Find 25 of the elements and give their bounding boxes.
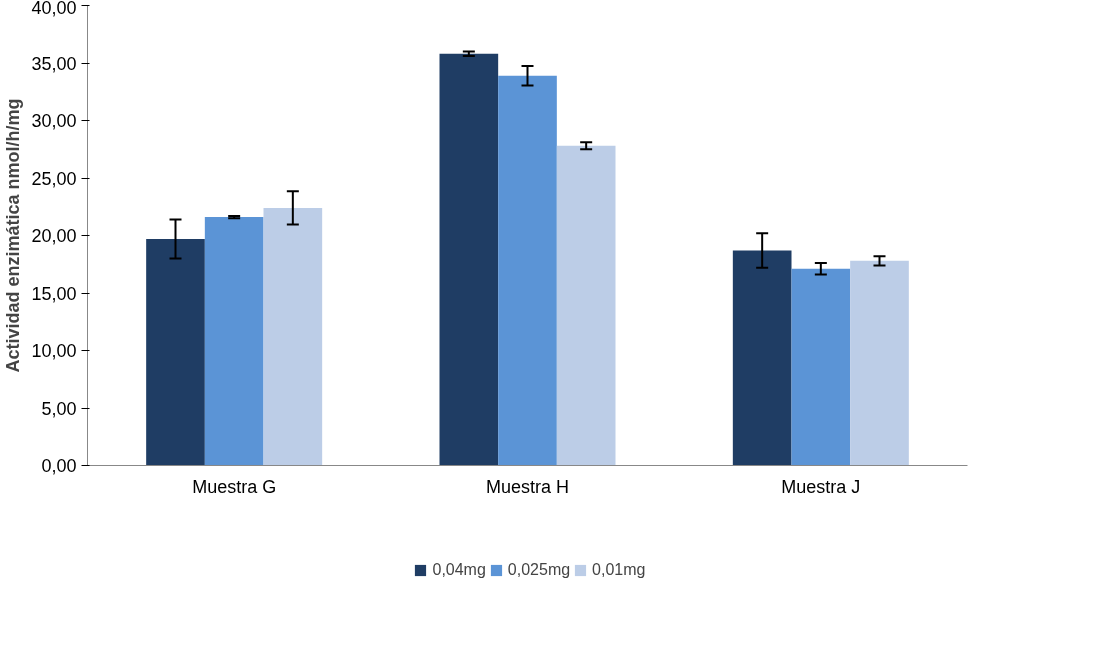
- legend-label: 0,01mg: [592, 561, 646, 580]
- bar: [850, 260, 909, 466]
- x-tick-label: Muestra J: [781, 476, 861, 497]
- y-axis-title: Actividad enzimática nmol/h/mg: [3, 98, 24, 373]
- bar: [791, 268, 851, 466]
- bar: [146, 238, 205, 466]
- y-tick-label: 35,00: [31, 53, 77, 74]
- y-tick-label: 20,00: [31, 226, 77, 246]
- bar: [439, 53, 499, 466]
- bar: [498, 75, 557, 466]
- bar: [732, 250, 792, 466]
- y-tick-label: 10,00: [31, 341, 77, 361]
- bar: [556, 145, 616, 466]
- x-tick-label: Muestra H: [485, 476, 570, 497]
- y-tick-label: 40,00: [31, 0, 77, 18]
- x-tick-label: Muestra G: [192, 476, 277, 497]
- legend-label: 0,025mg: [507, 561, 571, 580]
- bar: [263, 207, 323, 466]
- y-tick-label: 30,00: [31, 111, 77, 131]
- y-tick-label: 0,00: [41, 456, 77, 476]
- y-tick-label: 25,00: [31, 168, 77, 189]
- y-tick-label: 15,00: [31, 283, 77, 304]
- bar: [204, 217, 264, 466]
- legend-label: 0,04mg: [432, 561, 486, 580]
- y-tick-label: 5,00: [41, 398, 77, 419]
